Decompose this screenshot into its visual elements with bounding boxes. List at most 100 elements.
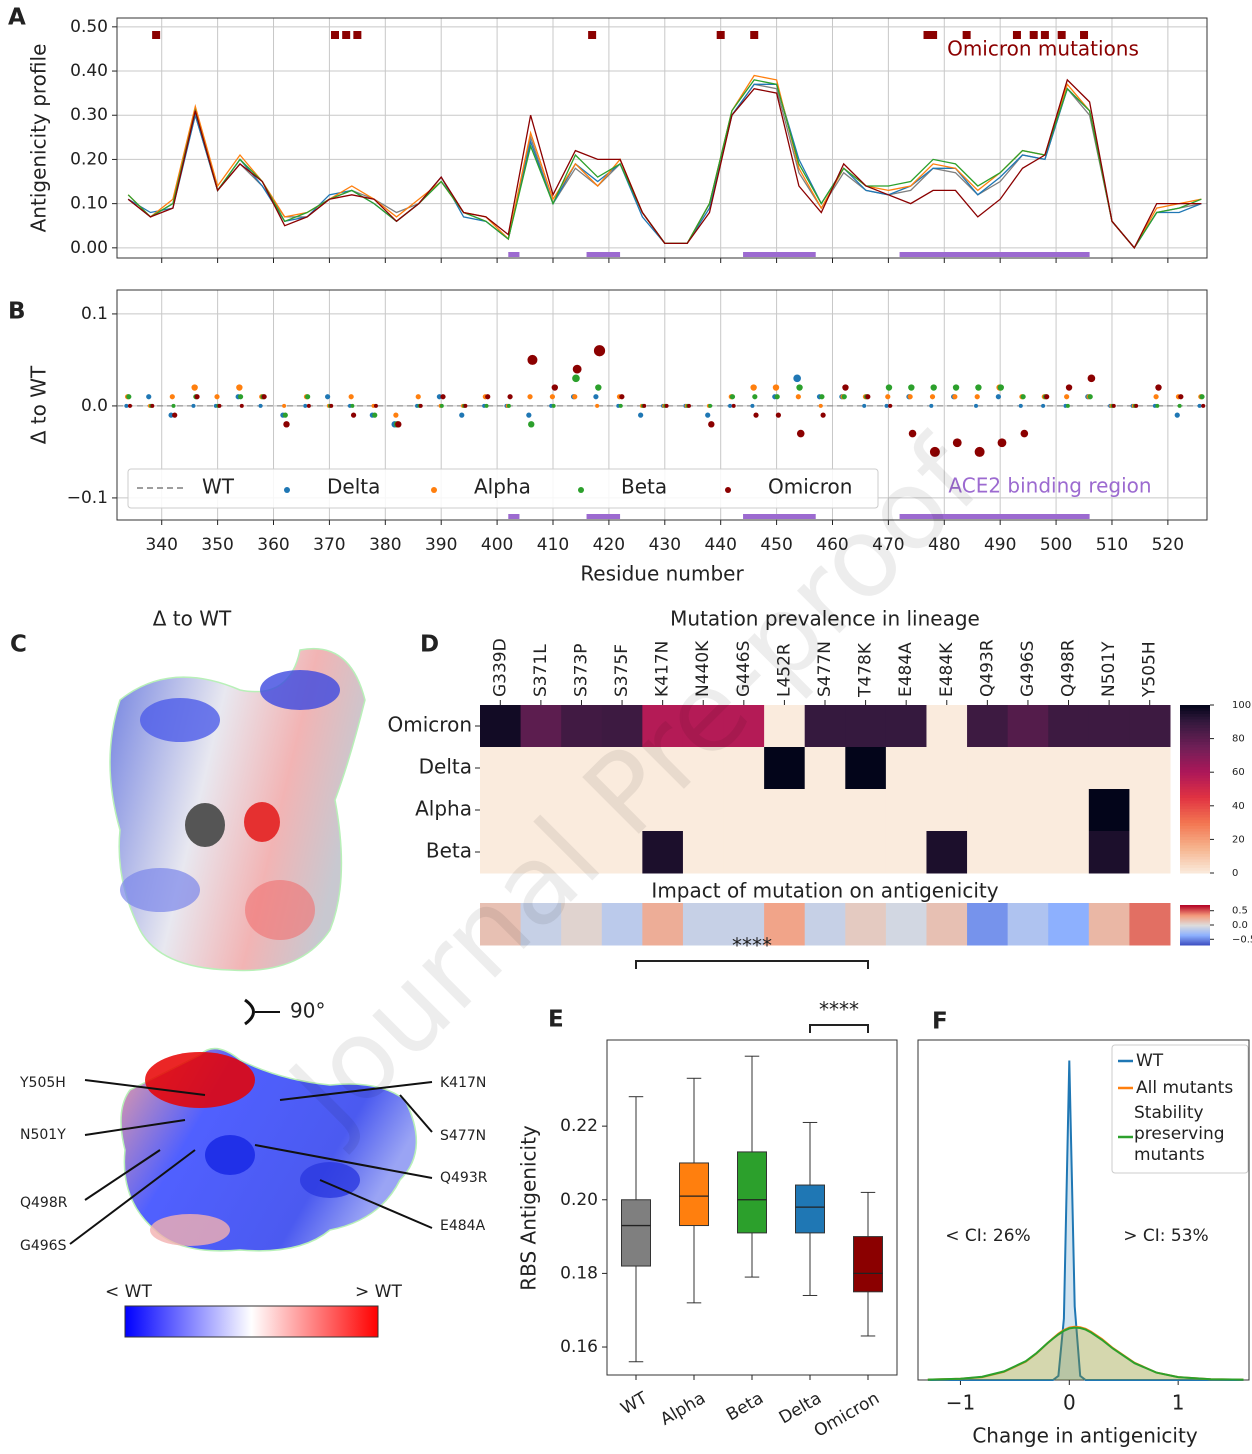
point	[885, 404, 889, 408]
point	[419, 404, 423, 408]
point	[307, 404, 311, 408]
point	[572, 394, 577, 399]
mutation-marker	[717, 31, 725, 39]
x-tick-label: 1	[1172, 1391, 1185, 1415]
surface-patch	[245, 880, 315, 940]
box	[680, 1163, 709, 1226]
heatmap-cell	[764, 789, 805, 832]
heatmap-cell	[805, 705, 846, 748]
heatmap-cell	[602, 903, 643, 946]
point	[1066, 404, 1070, 408]
point	[573, 365, 582, 374]
heatmap-cell	[1089, 705, 1130, 748]
x-tick-label: 400	[481, 535, 513, 555]
heatmap-cell	[926, 789, 967, 832]
surface-patch	[260, 670, 340, 710]
point	[150, 404, 154, 408]
legend-swatch	[578, 487, 584, 493]
heatmap-cell	[1089, 747, 1130, 790]
x-tick-label: Beta	[723, 1388, 767, 1425]
colorbar-strip	[1180, 705, 1210, 708]
point	[1019, 404, 1023, 408]
column-label: E484K	[937, 642, 957, 697]
point	[953, 438, 962, 447]
point	[929, 404, 933, 408]
mutation-marker	[929, 31, 937, 39]
point	[665, 404, 669, 408]
y-tick-label: 0.10	[70, 194, 108, 214]
heatmap-cell	[967, 705, 1008, 748]
colorbar-tick-label: 0.5	[1232, 906, 1248, 917]
mutation-label: K417N	[440, 1075, 486, 1091]
point	[1201, 404, 1205, 408]
heatmap-cell	[926, 831, 967, 874]
point	[865, 394, 870, 399]
significance-bracket	[810, 1025, 868, 1033]
legend-label: Alpha	[474, 475, 531, 499]
point	[552, 404, 556, 408]
point	[821, 413, 826, 418]
point	[796, 394, 801, 399]
row-label: Alpha	[415, 797, 472, 821]
point	[750, 404, 754, 408]
heatmap-cell	[845, 789, 886, 832]
legend-label: Delta	[327, 475, 380, 499]
point	[775, 394, 780, 399]
point	[1178, 404, 1182, 408]
point	[619, 394, 624, 399]
legend-swatch	[725, 487, 731, 493]
column-label: E484A	[896, 642, 916, 697]
y-tick-label: 0.18	[560, 1263, 598, 1283]
heatmap-cell	[480, 705, 521, 748]
panel-letter: E	[548, 1007, 564, 1033]
heatmap-cell	[1129, 903, 1170, 946]
rotation-icon	[245, 1000, 254, 1024]
colorbar-tick-label: 100	[1232, 700, 1251, 711]
point	[527, 355, 537, 365]
point	[1021, 430, 1029, 438]
point	[262, 394, 267, 399]
point	[552, 384, 558, 390]
heatmap-cell	[1089, 831, 1130, 874]
point	[1066, 384, 1072, 390]
point	[730, 394, 735, 399]
legend-label: WT	[1136, 1051, 1164, 1071]
heatmap-cell	[1048, 705, 1089, 748]
heatmap-cell	[1089, 789, 1130, 832]
point	[888, 404, 892, 408]
point	[217, 404, 221, 408]
heatmap-cell	[1008, 705, 1049, 748]
mutation-marker	[342, 31, 350, 39]
point	[416, 394, 421, 399]
heatmap-cell	[886, 747, 927, 790]
heatmap-cell	[521, 705, 562, 748]
panel-letter: F	[932, 1009, 948, 1035]
column-label: Q493R	[977, 639, 997, 697]
column-label: G496S	[1018, 641, 1038, 697]
point	[796, 384, 802, 390]
heatmap-cell	[724, 789, 765, 832]
colorbar-tick-label: 20	[1232, 834, 1245, 845]
point	[996, 394, 1001, 399]
heatmap-cell	[886, 789, 927, 832]
point	[303, 404, 307, 408]
x-tick-label: 340	[145, 535, 177, 555]
heatmap-cell	[805, 903, 846, 946]
mutation-marker	[750, 31, 758, 39]
heatmap-cell	[1008, 903, 1049, 946]
point	[128, 404, 132, 408]
heatmap-cell	[480, 747, 521, 790]
mutation-label: S477N	[440, 1128, 486, 1144]
mutation-label: E484A	[440, 1218, 486, 1234]
point	[349, 394, 354, 399]
point	[886, 384, 892, 390]
point	[1155, 404, 1159, 408]
heatmap-cell	[926, 705, 967, 748]
point	[350, 404, 354, 408]
heatmap-cell	[845, 747, 886, 790]
y-tick-label: 0.50	[70, 17, 108, 37]
area-fill	[928, 1328, 1244, 1380]
y-axis-label: RBS Antigenicity	[517, 1125, 541, 1291]
x-tick-label: 370	[313, 535, 345, 555]
mutation-label: Y505H	[19, 1075, 66, 1091]
